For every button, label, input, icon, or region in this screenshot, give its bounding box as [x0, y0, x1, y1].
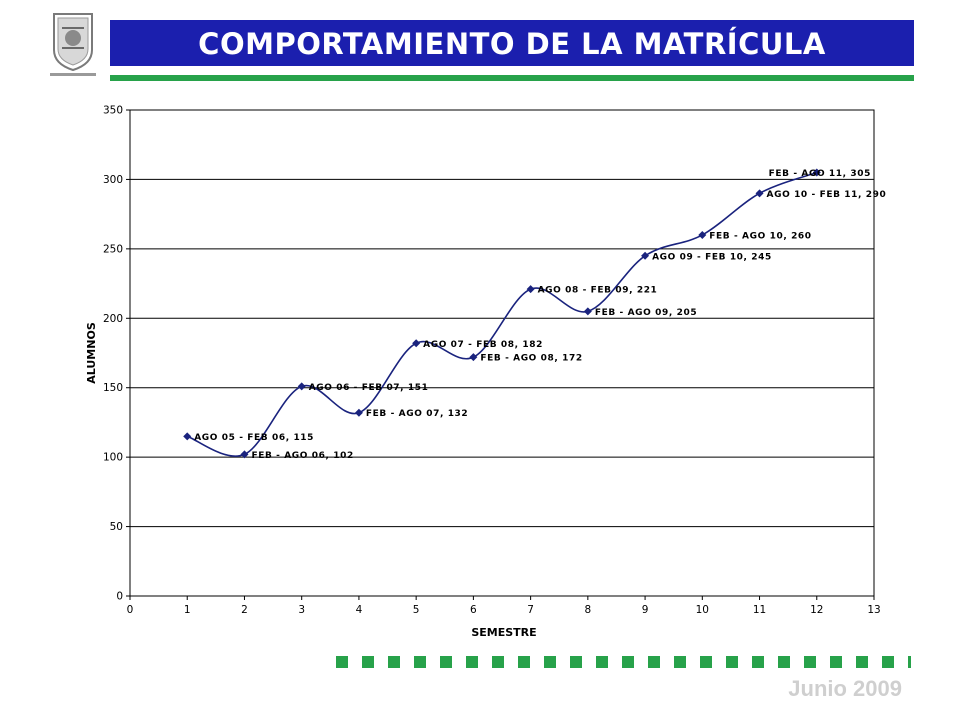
- y-tick-label: 0: [116, 591, 123, 603]
- data-label: AGO 09 - FEB 10, 245: [652, 252, 772, 262]
- x-tick-label: 4: [356, 604, 363, 616]
- dash-square: [518, 656, 530, 668]
- dash-square: [596, 656, 608, 668]
- dash-square: [648, 656, 660, 668]
- x-tick-label: 2: [241, 604, 248, 616]
- data-point: [526, 285, 535, 294]
- dash-square: [726, 656, 738, 668]
- y-tick-label: 150: [103, 382, 123, 394]
- data-label: FEB - AGO 10, 260: [709, 231, 811, 241]
- data-label: AGO 10 - FEB 11, 290: [767, 190, 887, 200]
- data-label: AGO 06 - FEB 07, 151: [309, 383, 429, 393]
- x-axis-title: SEMESTRE: [471, 626, 536, 639]
- data-point: [583, 307, 592, 316]
- data-point: [297, 382, 306, 391]
- title-underline: [110, 75, 914, 81]
- x-tick-label: 6: [470, 604, 477, 616]
- series-line: [186, 171, 818, 457]
- data-label: AGO 08 - FEB 09, 221: [538, 286, 658, 296]
- y-tick-label: 350: [103, 105, 123, 117]
- y-tick-label: 50: [110, 521, 123, 533]
- y-tick-label: 100: [103, 452, 123, 464]
- data-point: [812, 168, 821, 177]
- footer-date: Junio 2009: [788, 676, 902, 701]
- data-label: AGO 07 - FEB 08, 182: [423, 340, 543, 350]
- x-tick-label: 9: [642, 604, 649, 616]
- dash-end: [908, 656, 911, 668]
- page-title: COMPORTAMIENTO DE LA MATRÍCULA: [198, 27, 826, 61]
- data-label: FEB - AGO 11, 305: [769, 169, 871, 179]
- decorative-dash-row: [336, 656, 911, 668]
- dash-square: [414, 656, 426, 668]
- dash-square: [804, 656, 816, 668]
- dash-square: [544, 656, 556, 668]
- x-tick-label: 3: [298, 604, 305, 616]
- dash-square: [700, 656, 712, 668]
- dash-square: [440, 656, 452, 668]
- dash-square: [622, 656, 634, 668]
- data-point: [412, 339, 421, 348]
- y-axis-title: ALUMNOS: [85, 322, 98, 384]
- x-tick-label: 11: [753, 604, 766, 616]
- dash-square: [752, 656, 764, 668]
- x-tick-label: 5: [413, 604, 420, 616]
- title-bar: COMPORTAMIENTO DE LA MATRÍCULA: [110, 20, 914, 66]
- data-point: [755, 189, 764, 198]
- data-point: [183, 432, 192, 441]
- y-tick-label: 300: [103, 174, 123, 186]
- dash-square: [362, 656, 374, 668]
- data-point: [469, 353, 478, 362]
- dash-square: [492, 656, 504, 668]
- dash-square: [856, 656, 868, 668]
- data-point: [240, 450, 249, 459]
- dash-square: [466, 656, 478, 668]
- x-tick-label: 8: [585, 604, 592, 616]
- data-label: FEB - AGO 06, 102: [251, 451, 353, 461]
- dash-square: [830, 656, 842, 668]
- data-label: AGO 05 - FEB 06, 115: [194, 433, 314, 443]
- data-point: [354, 408, 363, 417]
- data-point: [698, 230, 707, 239]
- x-tick-label: 13: [867, 604, 880, 616]
- x-tick-label: 12: [810, 604, 823, 616]
- plot-area: [129, 109, 875, 597]
- dash-square: [336, 656, 348, 668]
- x-tick-label: 0: [127, 604, 134, 616]
- data-label: FEB - AGO 08, 172: [480, 354, 582, 364]
- y-tick-label: 250: [103, 243, 123, 255]
- y-tick-label: 200: [103, 313, 123, 325]
- university-logo: [42, 10, 104, 80]
- x-tick-label: 1: [184, 604, 191, 616]
- dash-square: [778, 656, 790, 668]
- data-label: FEB - AGO 09, 205: [595, 308, 697, 318]
- x-tick-label: 7: [527, 604, 534, 616]
- dash-square: [882, 656, 894, 668]
- dash-square: [570, 656, 582, 668]
- data-label: FEB - AGO 07, 132: [366, 409, 468, 419]
- dash-square: [674, 656, 686, 668]
- dash-square: [388, 656, 400, 668]
- data-point: [641, 251, 650, 260]
- x-tick-label: 10: [696, 604, 709, 616]
